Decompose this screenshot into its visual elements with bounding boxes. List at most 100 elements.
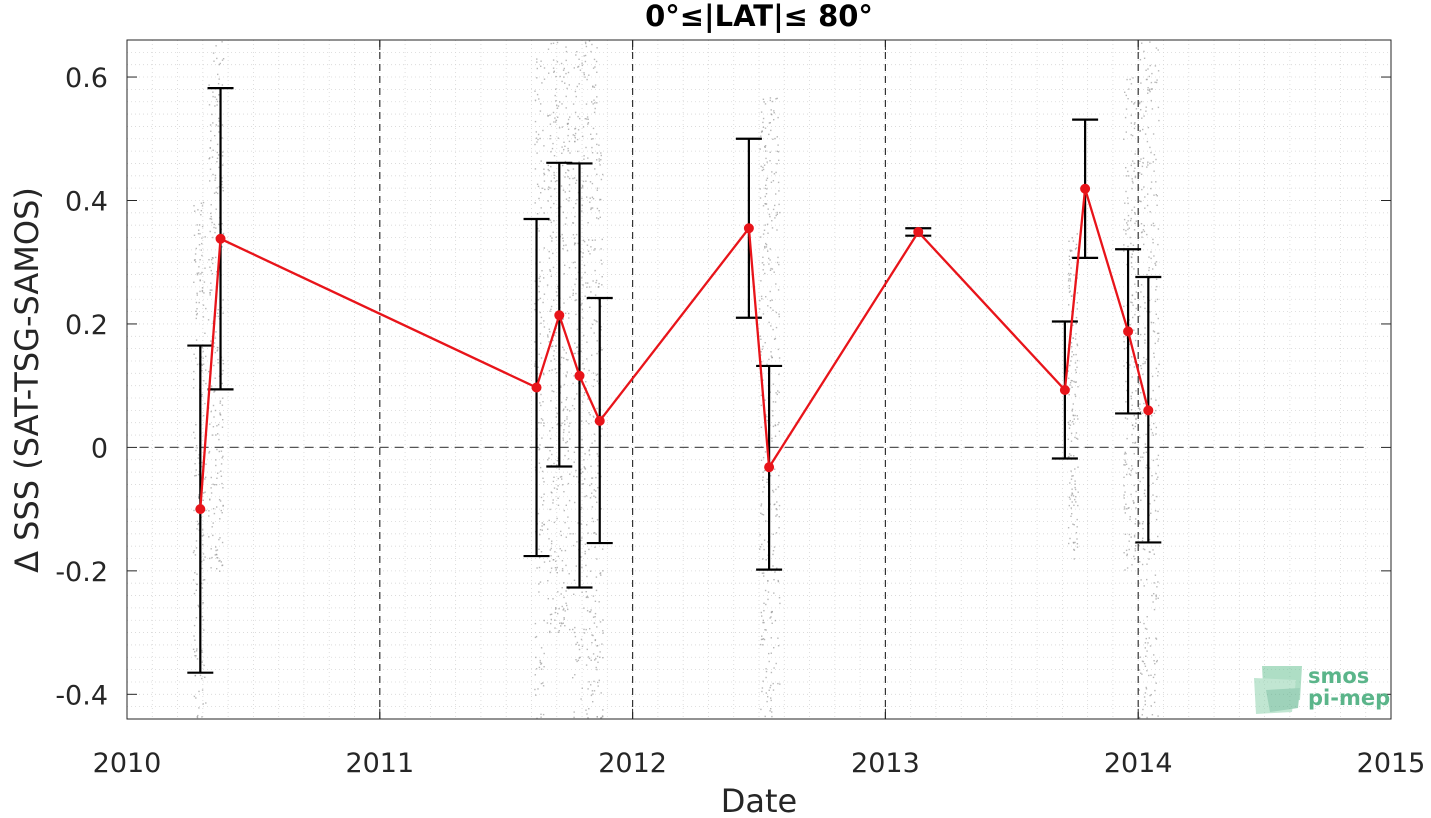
scatter-point bbox=[1140, 82, 1142, 84]
scatter-point bbox=[201, 393, 203, 396]
scatter-point bbox=[1146, 628, 1148, 630]
scatter-point bbox=[198, 229, 200, 231]
scatter-point bbox=[548, 519, 550, 522]
scatter-point bbox=[1068, 304, 1070, 306]
scatter-point bbox=[576, 476, 578, 478]
scatter-point bbox=[221, 404, 224, 406]
scatter-point bbox=[601, 263, 603, 265]
scatter-point bbox=[600, 329, 602, 331]
scatter-point bbox=[1154, 673, 1156, 676]
scatter-point bbox=[600, 349, 602, 351]
scatter-point bbox=[1140, 291, 1142, 293]
scatter-point bbox=[600, 259, 602, 261]
scatter-point bbox=[771, 711, 773, 713]
scatter-point bbox=[543, 145, 545, 147]
scatter-point bbox=[775, 98, 777, 100]
scatter-point bbox=[590, 138, 593, 140]
scatter-point bbox=[543, 425, 545, 427]
scatter-point bbox=[565, 536, 567, 538]
scatter-point bbox=[1153, 225, 1155, 227]
scatter-point bbox=[1151, 475, 1153, 477]
scatter-point bbox=[1141, 165, 1144, 168]
scatter-point bbox=[759, 148, 761, 150]
scatter-point bbox=[553, 71, 555, 73]
scatter-point bbox=[561, 560, 564, 562]
scatter-point bbox=[594, 440, 596, 442]
scatter-point bbox=[1124, 417, 1127, 419]
scatter-point bbox=[1076, 518, 1078, 521]
scatter-point bbox=[547, 528, 549, 530]
scatter-point bbox=[586, 116, 589, 118]
scatter-point bbox=[567, 176, 569, 178]
scatter-point bbox=[212, 534, 214, 537]
scatter-point bbox=[596, 626, 598, 628]
scatter-point bbox=[222, 151, 224, 153]
scatter-point bbox=[215, 434, 217, 436]
scatter-point bbox=[215, 484, 218, 486]
scatter-point bbox=[1149, 146, 1151, 149]
scatter-point bbox=[208, 158, 210, 160]
scatter-point bbox=[548, 250, 550, 253]
scatter-point bbox=[543, 180, 546, 182]
scatter-point bbox=[766, 177, 769, 179]
scatter-point bbox=[209, 289, 212, 291]
scatter-point bbox=[1153, 593, 1155, 595]
scatter-point bbox=[560, 206, 562, 208]
scatter-point bbox=[773, 112, 775, 114]
scatter-point bbox=[577, 353, 579, 355]
scatter-point bbox=[778, 421, 780, 424]
scatter-point bbox=[1145, 69, 1147, 71]
scatter-point bbox=[581, 185, 584, 187]
x-tick-label: 2011 bbox=[345, 748, 414, 779]
y-tick-label: 0.4 bbox=[65, 186, 108, 217]
scatter-point bbox=[1157, 371, 1159, 373]
scatter-point bbox=[587, 122, 590, 124]
scatter-point bbox=[211, 273, 214, 275]
scatter-point bbox=[1134, 102, 1136, 104]
scatter-point bbox=[601, 643, 603, 645]
scatter-point bbox=[564, 549, 567, 552]
scatter-point bbox=[1140, 200, 1142, 203]
scatter-point bbox=[553, 487, 556, 489]
scatter-point bbox=[770, 684, 772, 687]
scatter-point bbox=[199, 280, 201, 282]
scatter-point bbox=[552, 142, 554, 145]
scatter-point bbox=[218, 438, 220, 441]
scatter-point bbox=[1134, 425, 1136, 428]
scatter-point bbox=[540, 662, 543, 664]
scatter-point bbox=[1155, 158, 1157, 161]
scatter-point bbox=[567, 169, 569, 171]
scatter-point bbox=[768, 133, 770, 136]
scatter-point bbox=[1152, 330, 1155, 332]
scatter-point bbox=[571, 404, 574, 407]
scatter-point bbox=[534, 303, 536, 305]
scatter-point bbox=[765, 692, 767, 694]
scatter-point bbox=[1074, 393, 1076, 396]
scatter-point bbox=[1156, 495, 1158, 498]
scatter-point bbox=[592, 385, 595, 388]
scatter-point bbox=[1129, 236, 1131, 239]
scatter-point bbox=[764, 145, 766, 148]
scatter-point bbox=[591, 442, 593, 444]
scatter-point bbox=[772, 533, 774, 535]
scatter-point bbox=[553, 358, 556, 360]
scatter-point bbox=[759, 534, 761, 536]
scatter-point bbox=[212, 404, 215, 407]
scatter-point bbox=[585, 420, 587, 422]
scatter-point bbox=[1074, 248, 1077, 250]
scatter-point bbox=[210, 269, 212, 272]
scatter-point bbox=[214, 554, 216, 556]
scatter-point bbox=[203, 292, 205, 294]
scatter-point bbox=[1068, 274, 1071, 276]
scatter-point bbox=[549, 613, 552, 616]
scatter-point bbox=[1123, 494, 1125, 496]
scatter-point bbox=[600, 198, 602, 201]
scatter-point bbox=[1143, 402, 1145, 405]
scatter-point bbox=[216, 349, 219, 351]
scatter-point bbox=[1155, 409, 1157, 412]
scatter-point bbox=[1141, 539, 1144, 542]
scatter-point bbox=[1144, 307, 1146, 310]
scatter-point bbox=[775, 193, 777, 195]
scatter-point bbox=[1134, 167, 1136, 169]
scatter-point bbox=[1129, 516, 1131, 518]
